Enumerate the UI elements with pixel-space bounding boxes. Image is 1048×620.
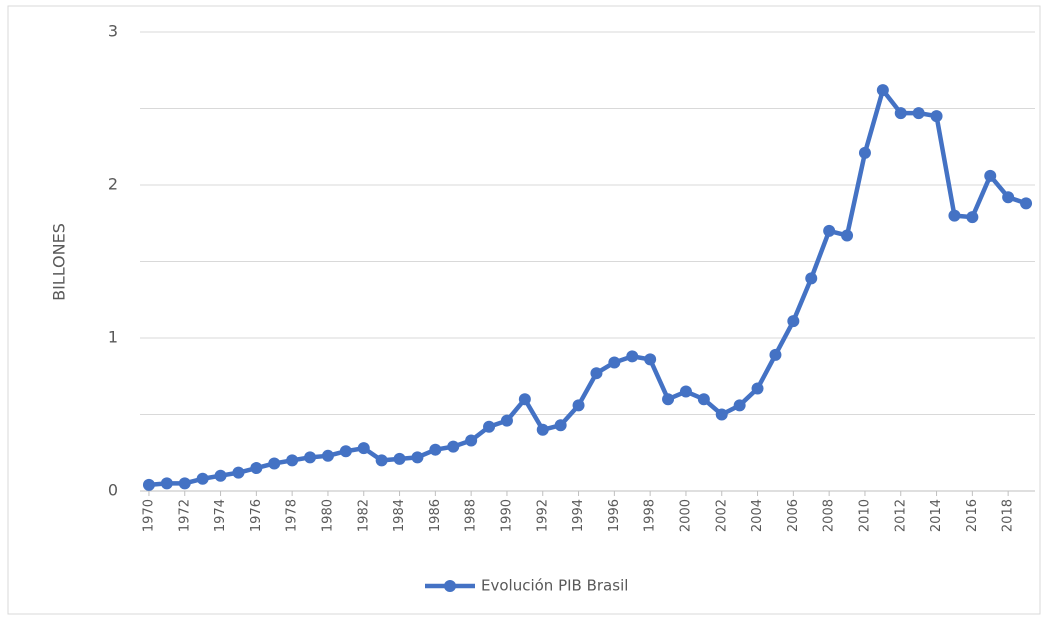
point xyxy=(1002,191,1015,204)
x-tick-label: 2014 xyxy=(929,499,944,532)
point xyxy=(411,451,424,464)
point xyxy=(250,462,263,475)
point xyxy=(160,477,173,490)
y-tick-label: 3 xyxy=(108,22,118,41)
x-tick-label: 1972 xyxy=(177,499,192,532)
point xyxy=(608,356,621,369)
point xyxy=(483,420,496,433)
point xyxy=(715,408,728,421)
point xyxy=(196,472,209,485)
x-tick-label: 1986 xyxy=(428,499,443,532)
x-tick-label: 1970 xyxy=(141,499,156,532)
y-tick-label: 2 xyxy=(108,175,118,194)
point xyxy=(697,393,710,406)
point xyxy=(375,454,388,467)
point xyxy=(304,451,317,464)
point xyxy=(930,110,943,123)
x-tick-label: 1982 xyxy=(356,499,371,532)
x-tick-label: 2000 xyxy=(678,499,693,532)
x-tick-label: 1996 xyxy=(607,499,622,532)
point xyxy=(787,315,800,328)
point xyxy=(948,209,961,222)
x-tick-label: 1974 xyxy=(213,499,228,532)
legend-label: Evolución PIB Brasil xyxy=(481,577,628,595)
x-tick-label: 2012 xyxy=(893,499,908,532)
chart-border xyxy=(7,5,1041,615)
point xyxy=(321,449,334,462)
point xyxy=(536,423,549,436)
point xyxy=(447,440,460,453)
point xyxy=(679,385,692,398)
point xyxy=(769,348,782,361)
point xyxy=(572,399,585,412)
y-tick-label: 0 xyxy=(108,481,118,500)
point xyxy=(286,454,299,467)
point xyxy=(142,478,155,491)
point xyxy=(823,224,836,237)
point xyxy=(966,211,979,224)
point xyxy=(393,452,406,465)
legend-marker xyxy=(444,580,456,592)
point xyxy=(858,146,871,159)
point xyxy=(268,457,281,470)
x-tick-label: 1990 xyxy=(499,499,514,532)
x-tick-label: 1992 xyxy=(535,499,550,532)
point xyxy=(912,107,925,120)
point xyxy=(518,393,531,406)
x-tick-label: 1978 xyxy=(285,499,300,532)
point xyxy=(590,367,603,380)
x-tick-label: 2016 xyxy=(965,499,980,532)
x-tick-label: 1976 xyxy=(249,499,264,532)
point xyxy=(232,466,245,479)
x-tick-label: 2006 xyxy=(786,499,801,532)
point xyxy=(894,107,907,120)
point xyxy=(644,353,657,366)
x-tick-label: 1998 xyxy=(643,499,658,532)
x-tick-label: 2010 xyxy=(857,499,872,532)
x-tick-label: 1994 xyxy=(571,499,586,532)
x-tick-label: 2018 xyxy=(1001,499,1016,532)
x-tick-label: 1984 xyxy=(392,499,407,532)
point xyxy=(465,434,478,447)
point xyxy=(662,393,675,406)
point xyxy=(554,419,567,432)
point xyxy=(1020,197,1033,210)
y-axis-label: BILLONES xyxy=(50,223,69,301)
point xyxy=(733,399,746,412)
point xyxy=(214,469,227,482)
point xyxy=(500,414,513,427)
x-tick-label: 2008 xyxy=(822,499,837,532)
x-tick-label: 1980 xyxy=(320,499,335,532)
point xyxy=(357,442,370,455)
x-tick-label: 2002 xyxy=(714,499,729,532)
point xyxy=(984,169,997,182)
point xyxy=(429,443,442,456)
point xyxy=(876,84,889,97)
point xyxy=(339,445,352,458)
x-tick-label: 2004 xyxy=(750,499,765,532)
point xyxy=(751,382,764,395)
point xyxy=(805,272,818,285)
point xyxy=(178,477,191,490)
point xyxy=(626,350,639,363)
point xyxy=(841,229,854,242)
x-tick-label: 1988 xyxy=(464,499,479,532)
y-tick-label: 1 xyxy=(108,328,118,347)
